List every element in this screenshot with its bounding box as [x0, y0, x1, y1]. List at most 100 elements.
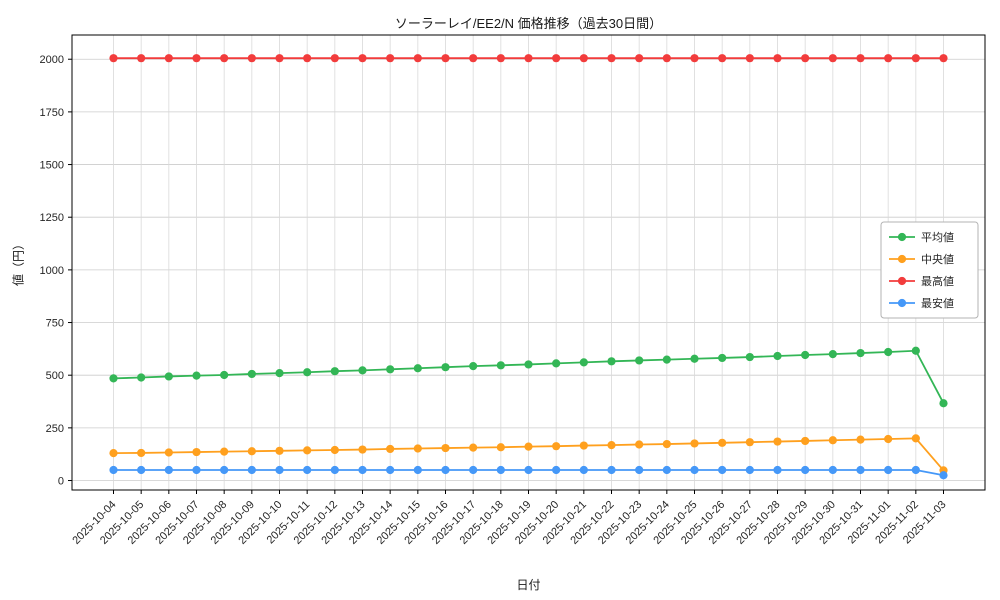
- data-point: [745, 465, 754, 475]
- data-point: [330, 367, 339, 376]
- data-point: [413, 54, 422, 63]
- data-point: [469, 362, 478, 371]
- data-point: [635, 356, 644, 365]
- data-point: [192, 465, 201, 475]
- data-point: [386, 54, 395, 63]
- y-tick-label: 1500: [40, 160, 64, 172]
- data-point: [773, 465, 782, 475]
- legend-item: 最高値: [889, 274, 954, 288]
- y-tick-label: 2000: [40, 54, 64, 66]
- data-point: [109, 449, 118, 458]
- data-point: [441, 465, 450, 475]
- data-point: [884, 347, 893, 357]
- data-point: [247, 447, 256, 456]
- data-point: [579, 465, 588, 475]
- data-point: [718, 54, 727, 63]
- data-point: [469, 443, 478, 452]
- grid-lines: [72, 35, 985, 490]
- y-tick-label: 1000: [40, 265, 64, 277]
- data-point: [137, 448, 146, 458]
- data-point: [773, 351, 782, 361]
- data-point: [718, 438, 727, 447]
- data-point: [496, 465, 505, 475]
- data-point: [579, 54, 588, 63]
- data-point: [220, 370, 229, 380]
- legend-marker-dot: [897, 276, 907, 286]
- legend-box: [880, 221, 979, 319]
- data-point: [303, 368, 312, 377]
- legend-item: 中央値: [889, 253, 954, 266]
- data-point: [552, 442, 561, 451]
- data-point: [137, 465, 146, 475]
- data-point: [856, 348, 865, 358]
- data-point: [275, 368, 284, 378]
- data-point: [109, 54, 118, 63]
- y-tick-label: 500: [46, 370, 64, 382]
- data-point: [303, 465, 312, 475]
- data-point: [358, 465, 367, 475]
- data-point: [413, 444, 422, 453]
- data-point: [828, 54, 837, 63]
- y-tick-label: 750: [46, 318, 64, 330]
- data-point: [524, 465, 533, 475]
- data-point: [579, 441, 588, 450]
- data-point: [303, 54, 312, 63]
- legend-marker-dot: [897, 232, 907, 242]
- data-point: [939, 399, 948, 408]
- data-point: [690, 439, 699, 448]
- data-point: [801, 436, 810, 446]
- data-point: [386, 465, 395, 475]
- data-point: [220, 447, 229, 456]
- data-point: [358, 445, 367, 454]
- data-point: [773, 437, 782, 446]
- x-axis: 2025-10-042025-10-052025-10-062025-10-07…: [70, 490, 949, 547]
- data-point: [552, 359, 561, 368]
- data-point: [801, 54, 810, 63]
- data-point: [662, 54, 671, 63]
- data-point: [662, 439, 671, 449]
- data-point: [552, 54, 561, 63]
- data-point: [690, 465, 699, 475]
- data-point: [192, 54, 201, 63]
- data-point: [441, 54, 450, 63]
- data-point: [524, 442, 533, 451]
- y-tick-label: 0: [58, 476, 64, 488]
- data-point: [469, 465, 478, 475]
- data-point: [164, 448, 173, 457]
- legend-label: 最高値: [921, 274, 954, 288]
- data-point: [911, 346, 920, 355]
- data-point: [247, 369, 256, 379]
- data-point: [607, 357, 616, 366]
- data-point: [109, 465, 118, 475]
- data-point: [164, 465, 173, 475]
- data-point: [524, 54, 533, 63]
- legend-marker-dot: [897, 298, 907, 308]
- data-point: [386, 444, 395, 454]
- data-point: [275, 465, 284, 475]
- legend-item: 最安値: [889, 296, 954, 310]
- data-point: [635, 54, 644, 63]
- data-point: [607, 54, 616, 63]
- data-point: [939, 54, 948, 63]
- legend-label: 中央値: [921, 253, 954, 266]
- series-中央値: [109, 434, 948, 475]
- data-point: [745, 352, 754, 362]
- data-point: [496, 361, 505, 370]
- legend-label: 平均値: [921, 231, 954, 244]
- legend-item: 平均値: [889, 231, 954, 244]
- data-point: [192, 447, 201, 457]
- data-point: [164, 372, 173, 381]
- data-point: [607, 465, 616, 475]
- data-point: [911, 465, 920, 475]
- data-point: [247, 54, 256, 63]
- data-point: [662, 355, 671, 364]
- data-point: [884, 54, 893, 63]
- data-point: [220, 54, 229, 63]
- data-point: [137, 54, 146, 63]
- data-point: [469, 54, 478, 63]
- data-point: [828, 436, 837, 445]
- data-point: [635, 465, 644, 475]
- series-平均値: [109, 346, 948, 408]
- data-point: [607, 441, 616, 450]
